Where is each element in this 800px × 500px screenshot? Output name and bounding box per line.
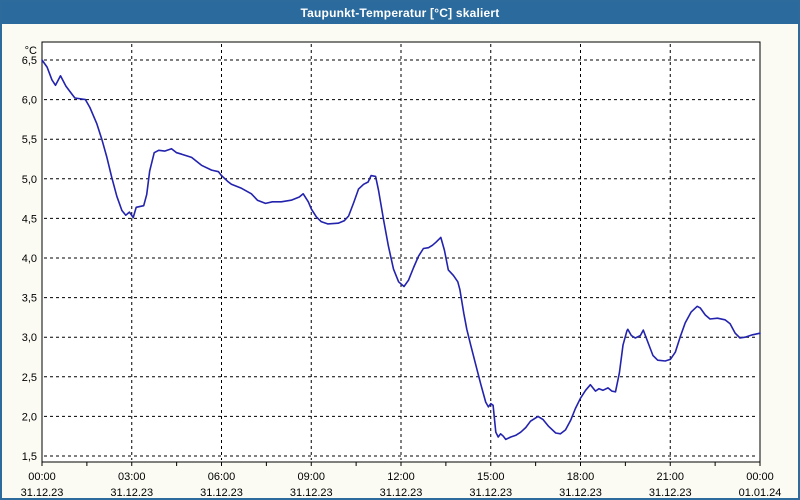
x-tick-time-label: 06:00: [208, 471, 236, 483]
x-tick-time-label: 00:00: [28, 471, 56, 483]
x-tick-date-label: 31.12.23: [200, 487, 243, 498]
x-tick-date-label: 31.12.23: [380, 487, 423, 498]
chart-title: Taupunkt-Temperatur [°C] skaliert: [300, 6, 500, 20]
x-tick-date-label: 31.12.23: [21, 487, 64, 498]
y-axis-labels: 6,5 6,0 5,5 5,0 4,5 4,0 3,5 3,0 2,5 2,0 1,5: [22, 55, 37, 463]
x-tick-date-label: 31.12.23: [649, 487, 692, 498]
y-tick-label: 6,0: [22, 95, 37, 107]
x-tick-time-label: 18:00: [567, 471, 595, 483]
x-tick-time-label: 21:00: [656, 471, 684, 483]
x-tick-date-label: 31.12.23: [290, 487, 333, 498]
y-tick-label: 5,0: [22, 174, 37, 186]
y-tick-label: 3,0: [22, 332, 37, 344]
y-tick-label: 2,0: [22, 411, 37, 423]
y-tick-label: 5,5: [22, 134, 37, 146]
x-axis-labels: 00:00 31.12.23 03:00 31.12.23 06:00 31.12.23 0…: [21, 471, 782, 498]
x-tick-date-label: 01.01.24: [739, 487, 782, 498]
x-axis-ticks: [41, 462, 761, 466]
chart-title-bar: Taupunkt-Temperatur [°C] skaliert: [2, 2, 798, 24]
x-tick-date-label: 31.12.23: [559, 487, 602, 498]
dewpoint-temperature-line: [41, 59, 761, 441]
y-tick-label: 2,5: [22, 372, 37, 384]
x-tick-time-label: 03:00: [118, 471, 146, 483]
y-tick-label: 6,5: [22, 55, 37, 67]
dewpoint-temperature-chart: 6,5 6,0 5,5 5,0 4,5 4,0 3,5 3,0 2,5 2,0 1,5 °C 00:00…: [21, 41, 782, 498]
y-tick-label: 4,5: [22, 213, 37, 225]
x-tick-time-label: 15:00: [477, 471, 505, 483]
x-tick-time-label: 09:00: [297, 471, 325, 483]
y-axis-unit-label: °C: [25, 45, 37, 57]
y-tick-label: 1,5: [22, 451, 37, 463]
x-tick-time-label: 12:00: [387, 471, 415, 483]
y-tick-label: 3,5: [22, 293, 37, 305]
x-tick-date-label: 31.12.23: [469, 487, 512, 498]
x-tick-time-label: 00:00: [746, 471, 774, 483]
x-tick-date-label: 31.12.23: [110, 487, 153, 498]
y-tick-label: 4,0: [22, 253, 37, 265]
